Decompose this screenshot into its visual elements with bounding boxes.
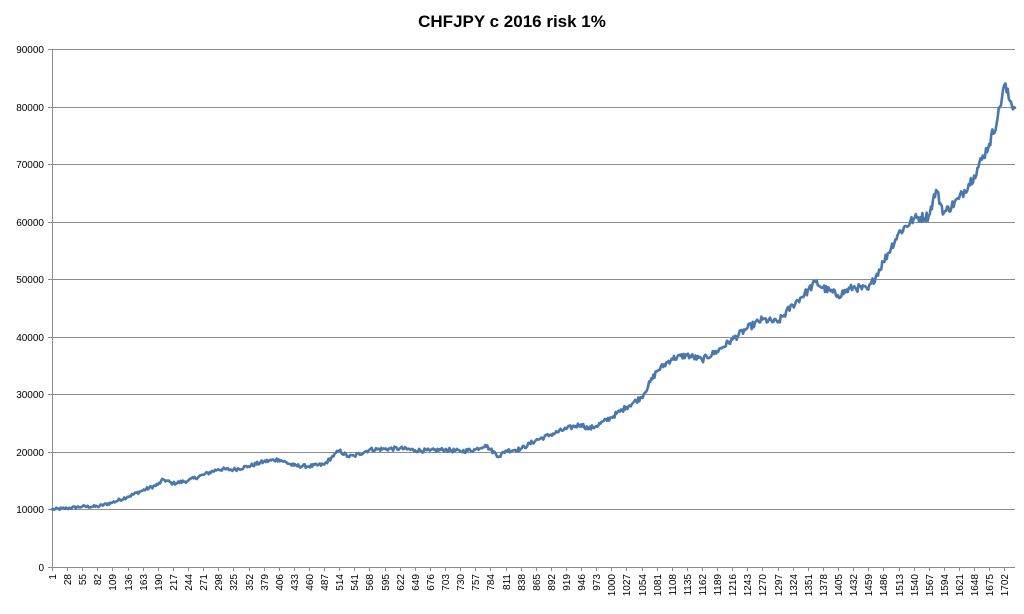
x-tick-label: 568 xyxy=(365,574,376,591)
x-tick-label: 1621 xyxy=(955,574,966,597)
x-tick-label: 1432 xyxy=(849,574,860,597)
x-tick-label: 757 xyxy=(471,574,482,591)
y-tick-label: 60000 xyxy=(16,218,44,229)
x-tick-label: 298 xyxy=(214,574,225,591)
x-tick-label: 514 xyxy=(335,574,346,591)
x-tick-label: 217 xyxy=(169,574,180,591)
x-tick-label: 190 xyxy=(154,574,165,591)
x-tick-label: 811 xyxy=(502,574,513,590)
x-tick-label: 1054 xyxy=(638,574,649,597)
x-tick-label: 676 xyxy=(426,574,437,591)
x-tick-label: 271 xyxy=(199,574,210,591)
y-tick-label: 30000 xyxy=(16,390,44,401)
x-tick-label: 865 xyxy=(532,574,543,591)
x-tick-label: 1297 xyxy=(774,574,785,597)
x-tick-label: 109 xyxy=(108,574,119,591)
y-tick-label: 10000 xyxy=(16,505,44,516)
x-tick-label: 1000 xyxy=(607,574,618,597)
x-tick-label: 1567 xyxy=(925,574,936,597)
x-tick-label: 1540 xyxy=(910,574,921,597)
x-tick-label: 595 xyxy=(381,574,392,591)
x-tick-label: 946 xyxy=(577,574,588,591)
x-tick-label: 919 xyxy=(562,574,573,591)
x-tick-label: 352 xyxy=(245,574,256,591)
x-tick-label: 1378 xyxy=(819,574,830,597)
x-tick-label: 622 xyxy=(396,574,407,591)
x-tick-label: 244 xyxy=(184,574,195,591)
x-tick-label: 379 xyxy=(260,574,271,591)
x-tick-label: 1324 xyxy=(789,574,800,597)
x-tick-label: 1243 xyxy=(743,574,754,597)
x-tick-label: 1 xyxy=(48,574,59,580)
y-tick-label: 80000 xyxy=(16,103,44,114)
x-tick-label: 1108 xyxy=(668,574,679,596)
x-tick-label: 1135 xyxy=(683,574,694,596)
x-tick-label: 1405 xyxy=(834,574,845,597)
x-tick-label: 1081 xyxy=(653,574,664,597)
x-tick-label: 1162 xyxy=(698,574,709,596)
x-tick-label: 406 xyxy=(275,574,286,591)
x-tick-label: 1270 xyxy=(758,574,769,597)
x-tick-label: 541 xyxy=(350,574,361,591)
x-tick-label: 973 xyxy=(592,574,603,591)
y-tick-label: 20000 xyxy=(16,448,44,459)
x-tick-label: 163 xyxy=(139,574,150,591)
x-tick-label: 1594 xyxy=(940,574,951,597)
y-tick-label: 0 xyxy=(38,563,44,574)
x-tick-label: 487 xyxy=(320,574,331,591)
x-tick-label: 1189 xyxy=(713,574,724,596)
y-axis-ticks: 0 10000 20000 30000 40000 50000 60000 70000 8000… xyxy=(16,45,52,574)
y-tick-label: 40000 xyxy=(16,333,44,344)
y-tick-label: 50000 xyxy=(16,275,44,286)
x-tick-label: 325 xyxy=(229,574,240,591)
x-tick-label: 82 xyxy=(93,574,104,586)
axis-layer xyxy=(52,49,1015,568)
x-tick-label: 55 xyxy=(78,574,89,586)
x-tick-label: 1027 xyxy=(622,574,633,597)
chart-title: CHFJPY c 2016 risk 1% xyxy=(418,12,606,31)
grid-layer xyxy=(52,49,1015,510)
series-line xyxy=(50,82,1017,512)
y-tick-label: 90000 xyxy=(16,45,44,56)
x-tick-label: 1648 xyxy=(970,574,981,597)
y-tick-label: 70000 xyxy=(16,160,44,171)
x-tick-label: 1513 xyxy=(895,574,906,597)
x-tick-label: 838 xyxy=(517,574,528,591)
x-tick-label: 460 xyxy=(305,574,316,591)
x-tick-label: 1216 xyxy=(728,574,739,597)
x-tick-label: 1486 xyxy=(879,574,890,597)
plot-area xyxy=(50,82,1017,512)
x-tick-label: 136 xyxy=(124,574,135,591)
x-tick-label: 1702 xyxy=(1000,574,1011,597)
x-tick-label: 784 xyxy=(486,574,497,591)
x-tick-label: 892 xyxy=(547,574,558,591)
x-tick-label: 1351 xyxy=(804,574,815,597)
x-tick-label: 28 xyxy=(63,574,74,586)
x-tick-label: 703 xyxy=(441,574,452,591)
x-tick-label: 1459 xyxy=(864,574,875,597)
x-axis-ticks: 1 28 55 82 109 136 163 190 217 244 271 298 325 352 379… xyxy=(48,567,1011,596)
x-tick-label: 649 xyxy=(411,574,422,591)
x-tick-label: 730 xyxy=(456,574,467,591)
x-tick-label: 433 xyxy=(290,574,301,591)
x-tick-label: 1675 xyxy=(985,574,996,597)
